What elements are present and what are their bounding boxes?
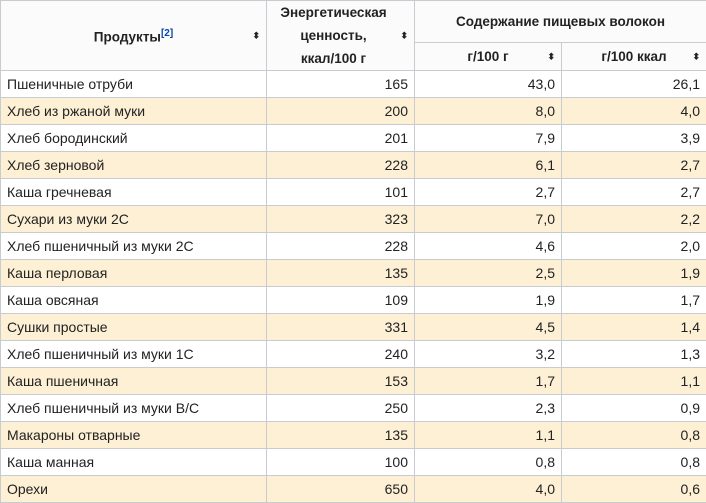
fiber-per100kcal-cell: 0,9 <box>562 395 706 422</box>
header-energy[interactable]: Энергетическая ценность, ккал/100 г ⬍ <box>267 1 415 71</box>
product-cell: Макароны отварные <box>1 422 267 449</box>
energy-cell: 109 <box>267 287 415 314</box>
product-cell: Сушки простые <box>1 314 267 341</box>
product-cell: Хлеб пшеничный из муки В/С <box>1 395 267 422</box>
sort-icon[interactable]: ⬍ <box>400 24 408 47</box>
fiber-per100g-cell: 6,1 <box>415 152 562 179</box>
fiber-per100kcal-cell: 1,4 <box>562 314 706 341</box>
sort-icon[interactable]: ⬍ <box>252 24 260 47</box>
energy-cell: 228 <box>267 152 415 179</box>
fiber-per100g-cell: 0,8 <box>415 449 562 476</box>
fiber-per100g-cell: 4,0 <box>415 476 562 503</box>
energy-cell: 153 <box>267 368 415 395</box>
fiber-per100kcal-cell: 0,6 <box>562 476 706 503</box>
fiber-per100g-cell: 1,7 <box>415 368 562 395</box>
fiber-per100kcal-cell: 0,8 <box>562 422 706 449</box>
fiber-per100kcal-cell: 2,7 <box>562 179 706 206</box>
product-cell: Каша пшеничная <box>1 368 267 395</box>
energy-cell: 100 <box>267 449 415 476</box>
fiber-per100kcal-cell: 4,0 <box>562 98 706 125</box>
header-products[interactable]: Продукты[2] ⬍ <box>1 1 267 71</box>
fiber-per100kcal-cell: 1,3 <box>562 341 706 368</box>
fiber-per100g-cell: 1,1 <box>415 422 562 449</box>
product-cell: Каша перловая <box>1 260 267 287</box>
fiber-per100kcal-cell: 3,9 <box>562 125 706 152</box>
header-per100g-label: г/100 г <box>467 49 508 64</box>
product-cell: Хлеб пшеничный из муки 1С <box>1 341 267 368</box>
sort-icon[interactable]: ⬍ <box>692 45 700 68</box>
energy-cell: 135 <box>267 422 415 449</box>
fiber-per100g-cell: 3,2 <box>415 341 562 368</box>
fiber-per100kcal-cell: 2,0 <box>562 233 706 260</box>
energy-cell: 323 <box>267 206 415 233</box>
energy-cell: 200 <box>267 98 415 125</box>
header-per100g[interactable]: г/100 г ⬍ <box>415 43 562 71</box>
product-cell: Каша гречневая <box>1 179 267 206</box>
product-cell: Орехи <box>1 476 267 503</box>
fiber-per100kcal-cell: 0,8 <box>562 449 706 476</box>
fiber-per100g-cell: 7,0 <box>415 206 562 233</box>
fiber-per100g-cell: 2,7 <box>415 179 562 206</box>
header-fiber: Содержание пищевых волокон <box>415 1 706 43</box>
header-per100kcal[interactable]: г/100 ккал ⬍ <box>562 43 706 71</box>
header-energy-label: Энергетическая ценность, ккал/100 г <box>280 5 386 66</box>
product-cell: Сухари из муки 2С <box>1 206 267 233</box>
fiber-per100kcal-cell: 26,1 <box>562 71 706 98</box>
product-cell: Каша манная <box>1 449 267 476</box>
sort-icon[interactable]: ⬍ <box>547 45 555 68</box>
fiber-per100g-cell: 1,9 <box>415 287 562 314</box>
energy-cell: 228 <box>267 233 415 260</box>
product-cell: Хлеб из ржаной муки <box>1 98 267 125</box>
energy-cell: 650 <box>267 476 415 503</box>
header-products-label: Продукты <box>94 30 161 45</box>
energy-cell: 240 <box>267 341 415 368</box>
fiber-per100g-cell: 8,0 <box>415 98 562 125</box>
energy-cell: 101 <box>267 179 415 206</box>
energy-cell: 135 <box>267 260 415 287</box>
fiber-per100g-cell: 4,6 <box>415 233 562 260</box>
product-cell: Хлеб зерновой <box>1 152 267 179</box>
fiber-per100kcal-cell: 1,9 <box>562 260 706 287</box>
fiber-per100g-cell: 7,9 <box>415 125 562 152</box>
energy-cell: 201 <box>267 125 415 152</box>
energy-cell: 165 <box>267 71 415 98</box>
product-cell: Каша овсяная <box>1 287 267 314</box>
product-cell: Хлеб пшеничный из муки 2С <box>1 233 267 260</box>
reference-link[interactable]: [2] <box>161 28 173 39</box>
header-per100kcal-label: г/100 ккал <box>601 49 666 64</box>
fiber-per100kcal-cell: 1,1 <box>562 368 706 395</box>
fiber-per100g-cell: 4,5 <box>415 314 562 341</box>
energy-cell: 331 <box>267 314 415 341</box>
fiber-per100kcal-cell: 2,2 <box>562 206 706 233</box>
fiber-per100g-cell: 2,5 <box>415 260 562 287</box>
product-cell: Пшеничные отруби <box>1 71 267 98</box>
product-cell: Хлеб бородинский <box>1 125 267 152</box>
fiber-per100kcal-cell: 1,7 <box>562 287 706 314</box>
energy-cell: 250 <box>267 395 415 422</box>
fiber-per100g-cell: 2,3 <box>415 395 562 422</box>
fiber-per100g-cell: 43,0 <box>415 71 562 98</box>
fiber-per100kcal-cell: 2,7 <box>562 152 706 179</box>
